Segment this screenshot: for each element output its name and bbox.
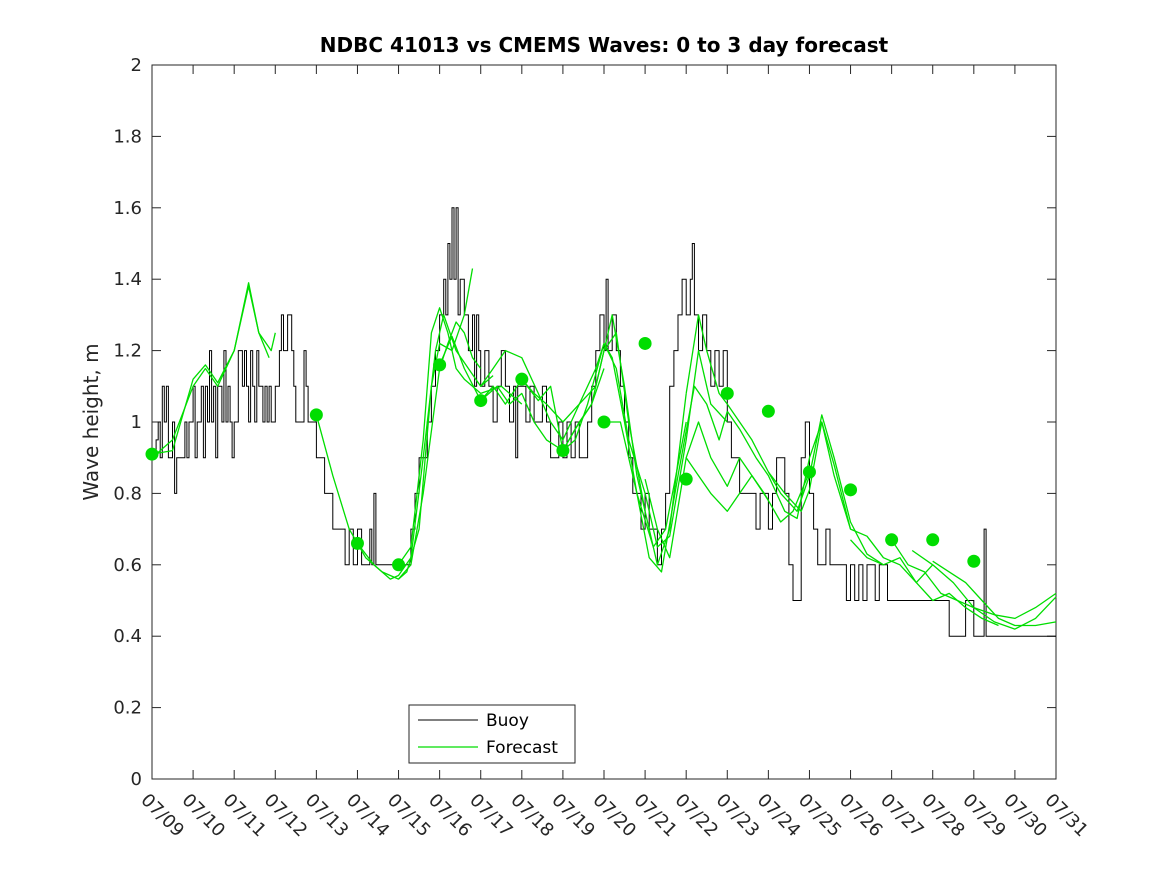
y-tick-label: 0.6 [113, 555, 142, 576]
forecast-start-point [967, 554, 981, 568]
forecast-run-line [398, 268, 474, 580]
y-tick-label: 1.6 [113, 198, 142, 219]
forecast-run-line [808, 421, 934, 584]
x-tick-label: 07/22 [671, 790, 723, 842]
y-tick-label: 0.4 [113, 626, 142, 647]
forecast-run-line [644, 457, 769, 559]
x-tick-label: 07/15 [383, 790, 435, 842]
forecast-run-line [521, 314, 646, 512]
forecast-start-point [515, 372, 529, 386]
x-tick-label: 07/31 [1040, 790, 1092, 842]
y-tick-label: 1.8 [113, 126, 142, 147]
forecast-start-point [802, 465, 816, 479]
y-axis-label: Wave height, m [79, 343, 103, 500]
x-tick-label: 07/21 [630, 790, 682, 842]
y-tick-label: 2 [131, 55, 142, 76]
x-tick-label: 07/13 [301, 790, 353, 842]
forecast-start-point [597, 415, 611, 429]
forecast-run-line [356, 314, 494, 580]
x-axis-ticks: 07/0907/1007/1107/1207/1307/1407/1507/16… [136, 65, 1092, 841]
forecast-start-point [926, 533, 940, 547]
x-tick-label: 07/11 [219, 790, 271, 842]
buoy-line [152, 207, 1056, 637]
x-tick-label: 07/23 [712, 790, 764, 842]
forecast-run-line [603, 343, 728, 548]
forecast-run-line [767, 414, 884, 566]
y-tick-label: 0.2 [113, 698, 142, 719]
forecast-markers [145, 336, 981, 572]
forecast-start-point [761, 404, 775, 418]
legend-box [408, 704, 576, 764]
forecast-run-line [850, 539, 999, 627]
forecast-start-point [720, 386, 734, 400]
buoy-series [152, 207, 1056, 637]
forecast-run-line [911, 549, 1057, 620]
forecast-start-point [556, 444, 570, 458]
x-tick-label: 07/24 [753, 790, 805, 842]
x-tick-label: 07/20 [588, 790, 640, 842]
x-tick-label: 07/17 [465, 790, 517, 842]
x-tick-label: 07/25 [794, 790, 846, 842]
y-tick-label: 1 [131, 412, 142, 433]
forecast-run-line [562, 342, 687, 548]
forecast-run-line [562, 332, 687, 566]
legend-buoy-label: Buoy [486, 711, 529, 731]
forecast-start-point [309, 408, 323, 422]
forecast-run-line [315, 321, 482, 580]
forecast-start-point [679, 472, 693, 486]
forecast-run-line [932, 560, 1057, 627]
legend-forecast-label: Forecast [486, 738, 558, 758]
y-axis-ticks: 0 0.2 0.4 0.6 0.8 1 1.2 1.4 1.6 1.8 2 [113, 55, 1056, 790]
x-tick-label: 07/27 [876, 790, 928, 842]
forecast-run-line [891, 539, 1057, 630]
forecast-run-line [604, 385, 728, 573]
x-tick-label: 07/16 [424, 790, 476, 842]
forecast-start-point [433, 358, 447, 372]
x-tick-label: 07/12 [260, 790, 312, 842]
forecast-start-point [638, 336, 652, 350]
forecast-run-line [397, 307, 523, 566]
forecast-start-point [885, 533, 899, 547]
plot-area: 00.20.40.60.811.21.41.61.82 07/0907/1007… [113, 55, 1092, 841]
x-tick-label: 07/09 [136, 790, 188, 842]
y-tick-label: 0.8 [113, 483, 142, 504]
chart-title: NDBC 41013 vs CMEMS Waves: 0 to 3 day fo… [320, 33, 889, 57]
forecast-run-line [151, 282, 270, 455]
forecast-start-point [474, 394, 488, 408]
x-tick-label: 07/14 [342, 790, 394, 842]
forecast-series [151, 268, 1057, 630]
x-tick-label: 07/10 [178, 790, 230, 842]
y-tick-label: 1.4 [113, 269, 142, 290]
x-tick-label: 07/29 [958, 790, 1010, 842]
x-tick-label: 07/19 [547, 790, 599, 842]
forecast-start-point [844, 483, 858, 497]
forecast-run-line [726, 410, 852, 530]
forecast-run-line [685, 314, 811, 512]
x-tick-label: 07/26 [835, 790, 887, 842]
forecast-start-point [350, 536, 364, 550]
x-tick-label: 07/28 [917, 790, 969, 842]
forecast-run-line [685, 421, 811, 523]
forecast-start-point [145, 447, 159, 461]
x-tick-label: 07/30 [999, 790, 1051, 842]
y-tick-label: 0 [131, 769, 142, 790]
y-tick-label: 1.2 [113, 341, 142, 362]
legend: Buoy Forecast [408, 704, 576, 764]
x-tick-label: 07/18 [506, 790, 558, 842]
forecast-start-point [392, 558, 406, 572]
forecast-run-line [480, 343, 605, 441]
